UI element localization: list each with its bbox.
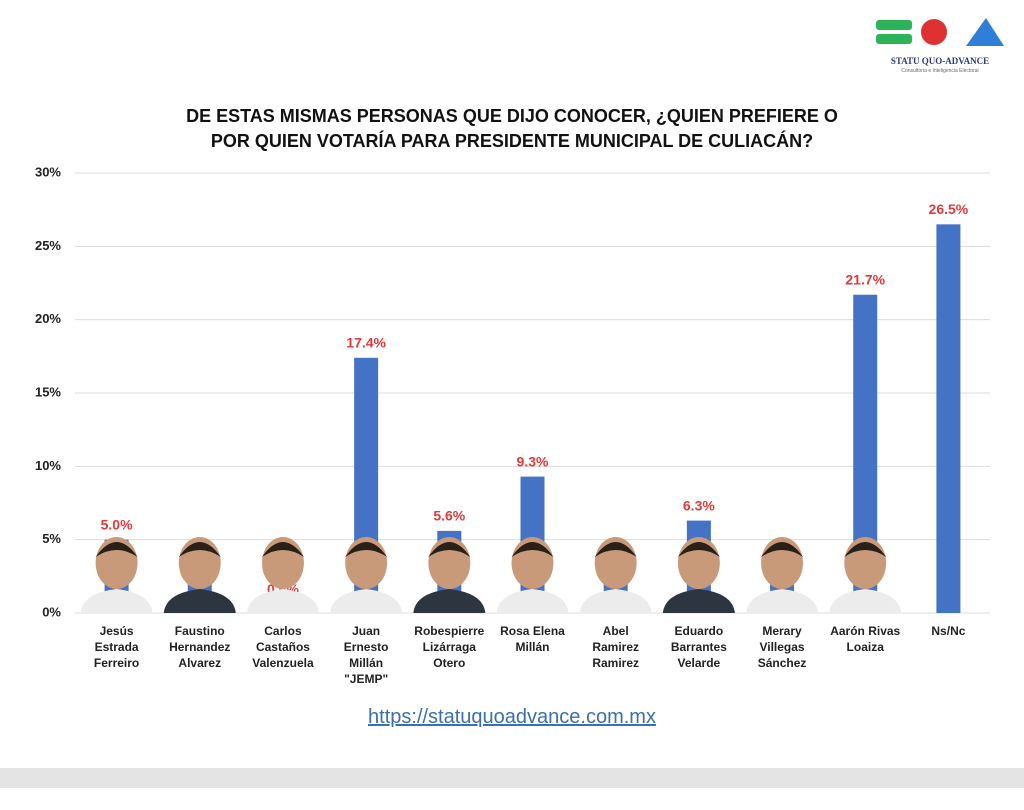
portrait: [746, 537, 819, 613]
portrait-part: [80, 589, 153, 613]
chart-title: DE ESTAS MISMAS PERSONAS QUE DIJO CONOCE…: [186, 106, 838, 151]
value-label: 17.4%: [346, 335, 386, 351]
portrait-part: [662, 589, 735, 613]
value-label: 5.0%: [101, 516, 133, 532]
value-label: 6.3%: [683, 497, 715, 513]
x-tick-label: Aarón Rivas Loaiza: [830, 624, 901, 654]
portrait-part: [496, 589, 569, 613]
portrait: [80, 537, 153, 613]
value-label: 5.6%: [433, 508, 465, 524]
y-tick-label: 20%: [35, 311, 61, 326]
portrait-part: [746, 589, 819, 613]
footer-band: [0, 768, 1024, 788]
portrait-part: [428, 542, 471, 557]
portrait-part: [261, 542, 304, 557]
portrait-part: [829, 589, 902, 613]
portrait-part: [579, 589, 652, 613]
portrait-part: [95, 542, 138, 557]
portrait: [579, 537, 652, 613]
portrait-part: [345, 542, 388, 557]
y-tick-label: 15%: [35, 384, 61, 399]
bar: [936, 224, 961, 614]
y-tick-label: 5%: [42, 531, 61, 546]
portrait-part: [511, 542, 554, 557]
value-label: 21.7%: [845, 271, 885, 287]
portrait: [246, 537, 319, 613]
portrait-part: [844, 542, 887, 557]
x-tick-label: Robespierre Lizárraga Otero: [414, 624, 485, 670]
portrait: [829, 537, 902, 613]
portrait-part: [677, 542, 720, 557]
y-tick-label: 10%: [35, 458, 61, 473]
portrait-part: [413, 589, 486, 613]
portrait-part: [163, 589, 236, 613]
portrait-part: [330, 589, 403, 613]
logo-shape: [966, 18, 1004, 46]
y-tick-label: 30%: [35, 164, 61, 179]
x-tick-label: Faustino Hernandez Alvarez: [169, 624, 231, 670]
value-label: 9.3%: [517, 453, 549, 469]
x-tick-label: Carlos Castaños Valenzuela: [252, 624, 314, 670]
portrait: [496, 537, 569, 613]
logo-shape: [921, 19, 947, 45]
portrait: [662, 537, 735, 613]
x-tick-label: Rosa Elena Millán: [500, 624, 565, 654]
x-tick-label: Eduardo Barrantes Velarde: [670, 624, 727, 670]
portrait-part: [594, 542, 637, 557]
x-tick-label: Ns/Nc: [931, 624, 966, 638]
x-tick-label: Jesús Estrada Ferreiro: [93, 624, 140, 670]
logo-name: STATU QUO-ADVANCE: [890, 56, 990, 66]
value-label: 26.5%: [929, 201, 969, 217]
portrait-part: [761, 542, 804, 557]
logo-tagline: Consultoría e Inteligencia Electoral: [901, 68, 979, 74]
logo-shape: [876, 20, 912, 30]
portrait: [330, 537, 403, 613]
portrait: [413, 537, 486, 613]
x-tick-label: Abel Ramirez Ramirez: [592, 624, 640, 670]
portrait-part: [178, 542, 221, 557]
portrait: [163, 537, 236, 613]
y-tick-label: 0%: [42, 604, 61, 619]
y-tick-label: 25%: [35, 238, 61, 253]
source-url[interactable]: https://statuquoadvance.com.mx: [368, 706, 656, 728]
x-tick-label: Merary Villegas Sánchez: [757, 624, 807, 670]
portrait-part: [246, 589, 319, 613]
logo-shape: [876, 34, 912, 44]
x-tick-label: Juan Ernesto Millán "JEMP": [343, 624, 389, 686]
